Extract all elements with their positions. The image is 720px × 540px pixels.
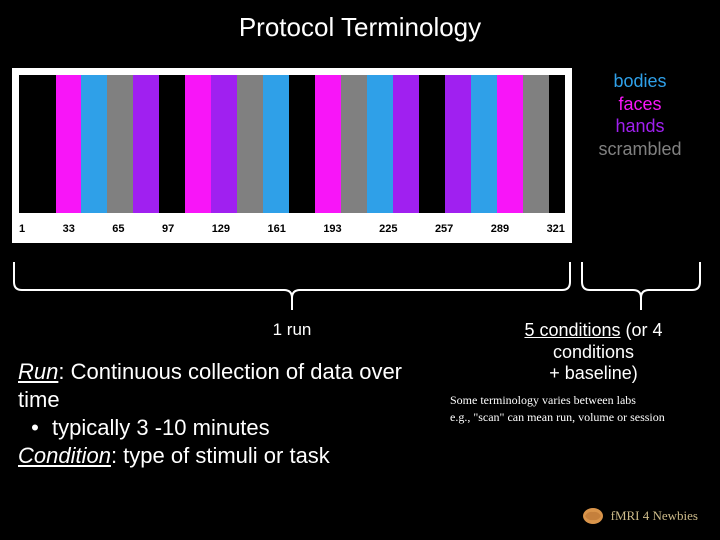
condition-bar — [367, 75, 393, 213]
terminology-note: Some terminology varies between labs e.g… — [450, 392, 700, 427]
condition-bar — [81, 75, 107, 213]
conditions-label: 5 conditions (or 4 conditions + baseline… — [481, 320, 706, 385]
condition-bar — [185, 75, 211, 213]
run-definition: Run: Continuous collection of data over … — [18, 358, 423, 414]
conditions-line3: + baseline) — [549, 363, 638, 383]
x-tick: 65 — [112, 223, 124, 235]
run-term: Run — [18, 359, 58, 384]
fmri-newbies-logo: fMRI 4 Newbies — [581, 506, 698, 526]
condition-bar — [56, 75, 82, 213]
condition-bar — [159, 75, 185, 213]
x-tick: 97 — [162, 223, 174, 235]
condition-term: Condition — [18, 443, 111, 468]
legend-item: faces — [580, 93, 700, 116]
condition-bar — [445, 75, 471, 213]
note-line2: e.g., "scan" can mean run, volume or ses… — [450, 409, 700, 426]
legend-baseline: fixation — [580, 205, 700, 228]
note-line1: Some terminology varies between labs — [450, 392, 700, 409]
x-axis-labels: 1 33 65 97 129 161 193 225 257 289 321 — [19, 223, 565, 235]
run-bracket — [12, 260, 572, 320]
condition-bar — [211, 75, 237, 213]
x-tick: 161 — [268, 223, 286, 235]
slide-title: Protocol Terminology — [0, 0, 720, 43]
x-tick: 321 — [547, 223, 565, 235]
legend: bodiesfaceshandsscrambledblack =baseline… — [580, 70, 700, 228]
legend-baseline: black = — [580, 160, 700, 183]
condition-bar — [341, 75, 367, 213]
condition-bars — [19, 75, 565, 213]
legend-baseline: baseline — [580, 183, 700, 206]
condition-bar — [549, 75, 565, 213]
condition-bar — [497, 75, 523, 213]
legend-item: scrambled — [580, 138, 700, 161]
condition-bar — [237, 75, 263, 213]
brain-icon — [581, 506, 605, 526]
x-tick: 129 — [212, 223, 230, 235]
condition-bar — [19, 75, 56, 213]
x-tick: 193 — [323, 223, 341, 235]
conditions-count: 5 conditions — [524, 320, 620, 340]
condition-bar — [107, 75, 133, 213]
logo-text: fMRI 4 Newbies — [611, 508, 698, 524]
x-tick: 289 — [491, 223, 509, 235]
x-tick: 257 — [435, 223, 453, 235]
x-tick: 33 — [63, 223, 75, 235]
condition-bar — [263, 75, 289, 213]
legend-item: bodies — [580, 70, 700, 93]
condition-bar — [419, 75, 445, 213]
conditions-bracket — [580, 260, 702, 320]
bullet-icon: • — [18, 414, 52, 442]
condition-bar — [289, 75, 315, 213]
legend-item: hands — [580, 115, 700, 138]
condition-def-text: : type of stimuli or task — [111, 443, 330, 468]
protocol-chart: 1 33 65 97 129 161 193 225 257 289 321 — [12, 68, 572, 243]
conditions-line2: conditions — [553, 342, 634, 362]
x-tick: 225 — [379, 223, 397, 235]
bullet-text: typically 3 -10 minutes — [52, 414, 270, 442]
run-bullet: • typically 3 -10 minutes — [18, 414, 423, 442]
condition-bar — [393, 75, 419, 213]
x-tick: 1 — [19, 223, 25, 235]
condition-definition: Condition: type of stimuli or task — [18, 442, 423, 470]
condition-bar — [471, 75, 497, 213]
condition-bar — [133, 75, 159, 213]
definitions: Run: Continuous collection of data over … — [18, 358, 423, 471]
condition-bar — [523, 75, 549, 213]
run-def-text: : Continuous collection of data over tim… — [18, 359, 402, 412]
condition-bar — [315, 75, 341, 213]
